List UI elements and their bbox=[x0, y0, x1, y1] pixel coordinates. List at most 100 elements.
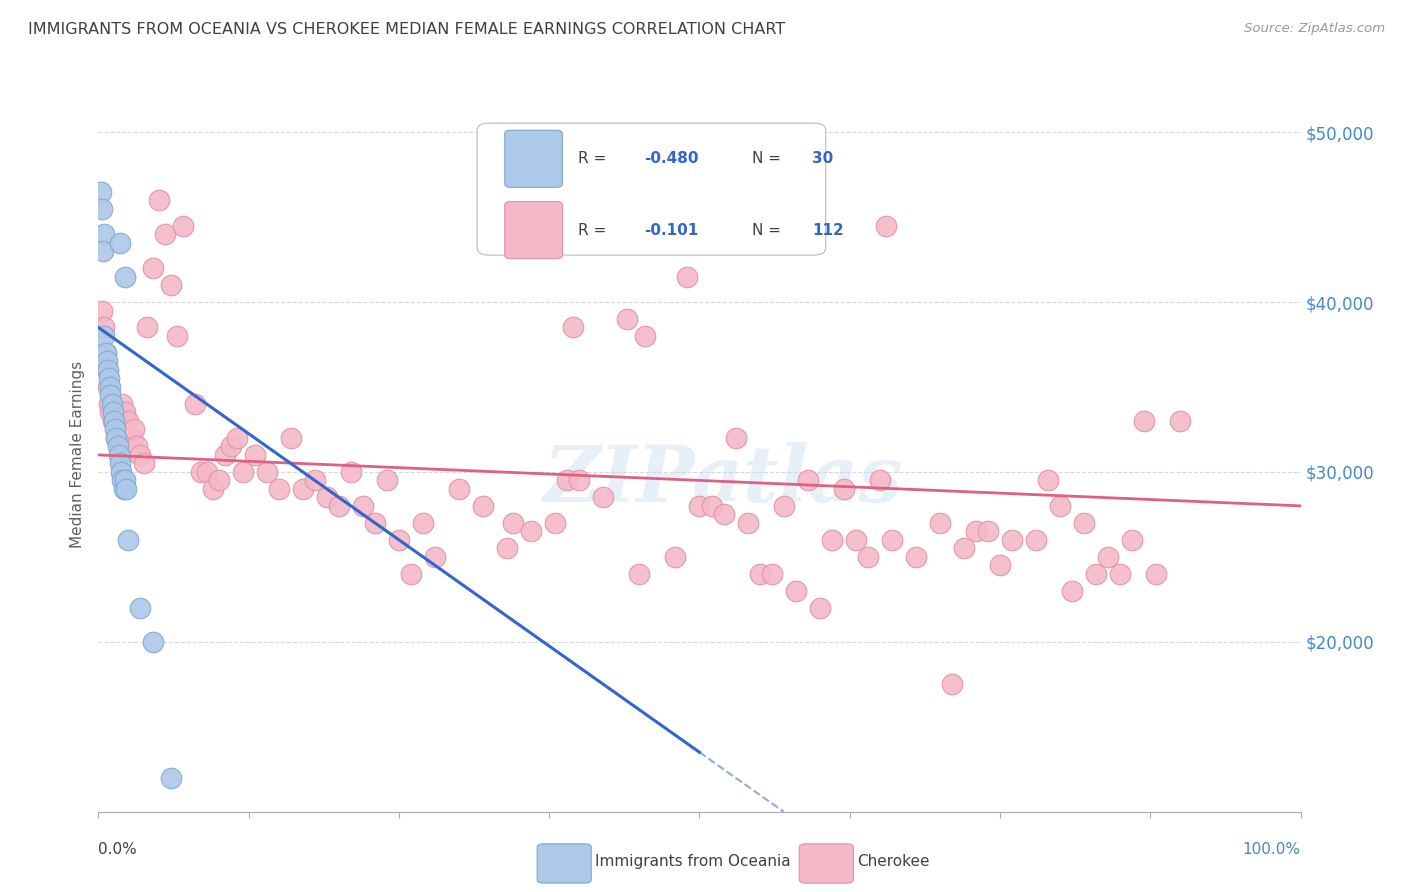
Text: 112: 112 bbox=[813, 223, 844, 237]
Point bbox=[880, 533, 903, 547]
Point bbox=[96, 363, 118, 377]
Point bbox=[875, 219, 897, 233]
Point bbox=[159, 278, 181, 293]
Text: N =: N = bbox=[752, 223, 786, 237]
Point bbox=[232, 465, 254, 479]
Point bbox=[111, 474, 134, 488]
FancyBboxPatch shape bbox=[799, 844, 853, 883]
Point bbox=[93, 227, 115, 241]
FancyBboxPatch shape bbox=[505, 202, 562, 259]
Point bbox=[1109, 566, 1132, 581]
Point bbox=[364, 516, 387, 530]
Point bbox=[869, 474, 891, 488]
Point bbox=[904, 549, 927, 564]
Point bbox=[108, 457, 131, 471]
Point bbox=[748, 566, 770, 581]
Point bbox=[91, 303, 114, 318]
Point bbox=[201, 482, 224, 496]
Point bbox=[117, 414, 139, 428]
Text: 0.0%: 0.0% bbox=[98, 842, 138, 857]
Point bbox=[117, 533, 139, 547]
Point bbox=[664, 549, 686, 564]
Point bbox=[568, 474, 591, 488]
Point bbox=[616, 312, 638, 326]
Point bbox=[124, 422, 146, 436]
Point bbox=[111, 397, 134, 411]
Point bbox=[100, 388, 122, 402]
Point bbox=[1144, 566, 1167, 581]
Point bbox=[1062, 583, 1084, 598]
Point bbox=[412, 516, 434, 530]
Point bbox=[96, 354, 118, 368]
Point bbox=[544, 516, 567, 530]
Point bbox=[183, 397, 205, 411]
Point bbox=[256, 465, 278, 479]
Point bbox=[93, 329, 115, 343]
Point bbox=[496, 541, 519, 556]
Point bbox=[91, 244, 114, 258]
Point bbox=[555, 474, 578, 488]
Point bbox=[953, 541, 976, 556]
Point bbox=[108, 235, 131, 250]
Point bbox=[105, 431, 128, 445]
Point bbox=[1097, 549, 1119, 564]
Point bbox=[1170, 414, 1192, 428]
Text: ZIPatlas: ZIPatlas bbox=[544, 442, 903, 518]
Point bbox=[104, 422, 127, 436]
Point bbox=[105, 431, 128, 445]
Point bbox=[125, 439, 148, 453]
Point bbox=[423, 549, 446, 564]
Point bbox=[114, 269, 136, 284]
Point bbox=[315, 491, 337, 505]
Point bbox=[141, 635, 163, 649]
Point bbox=[148, 193, 170, 207]
Point bbox=[101, 405, 124, 419]
Point bbox=[1025, 533, 1047, 547]
Point bbox=[141, 260, 163, 275]
Point bbox=[562, 320, 585, 334]
Point bbox=[472, 499, 495, 513]
Point bbox=[845, 533, 868, 547]
Point bbox=[772, 499, 794, 513]
Point bbox=[689, 499, 711, 513]
Point bbox=[98, 397, 121, 411]
Point bbox=[121, 431, 143, 445]
Point bbox=[1133, 414, 1156, 428]
FancyBboxPatch shape bbox=[505, 130, 562, 187]
Point bbox=[100, 405, 122, 419]
Point bbox=[832, 482, 855, 496]
Point bbox=[243, 448, 266, 462]
Text: -0.101: -0.101 bbox=[644, 223, 699, 237]
Point bbox=[98, 371, 121, 385]
Point bbox=[107, 439, 129, 453]
Text: 100.0%: 100.0% bbox=[1243, 842, 1301, 857]
Text: R =: R = bbox=[578, 223, 616, 237]
Point bbox=[808, 600, 831, 615]
Point bbox=[785, 583, 807, 598]
Point bbox=[267, 482, 290, 496]
Point bbox=[502, 516, 524, 530]
Point bbox=[129, 448, 152, 462]
Point bbox=[280, 431, 302, 445]
Point bbox=[166, 329, 188, 343]
Text: N =: N = bbox=[752, 152, 786, 166]
Point bbox=[304, 474, 326, 488]
Point bbox=[761, 566, 783, 581]
Point bbox=[115, 482, 138, 496]
Point bbox=[724, 431, 747, 445]
Point bbox=[93, 320, 115, 334]
Point bbox=[225, 431, 247, 445]
Point bbox=[713, 508, 735, 522]
Text: IMMIGRANTS FROM OCEANIA VS CHEROKEE MEDIAN FEMALE EARNINGS CORRELATION CHART: IMMIGRANTS FROM OCEANIA VS CHEROKEE MEDI… bbox=[28, 22, 786, 37]
Point bbox=[159, 771, 181, 785]
Text: R =: R = bbox=[578, 152, 612, 166]
Point bbox=[153, 227, 176, 241]
Point bbox=[1073, 516, 1095, 530]
Point bbox=[352, 499, 374, 513]
Point bbox=[208, 474, 231, 488]
Point bbox=[94, 346, 117, 360]
FancyBboxPatch shape bbox=[477, 123, 825, 255]
Text: Source: ZipAtlas.com: Source: ZipAtlas.com bbox=[1244, 22, 1385, 36]
Point bbox=[328, 499, 350, 513]
Text: 30: 30 bbox=[813, 152, 834, 166]
